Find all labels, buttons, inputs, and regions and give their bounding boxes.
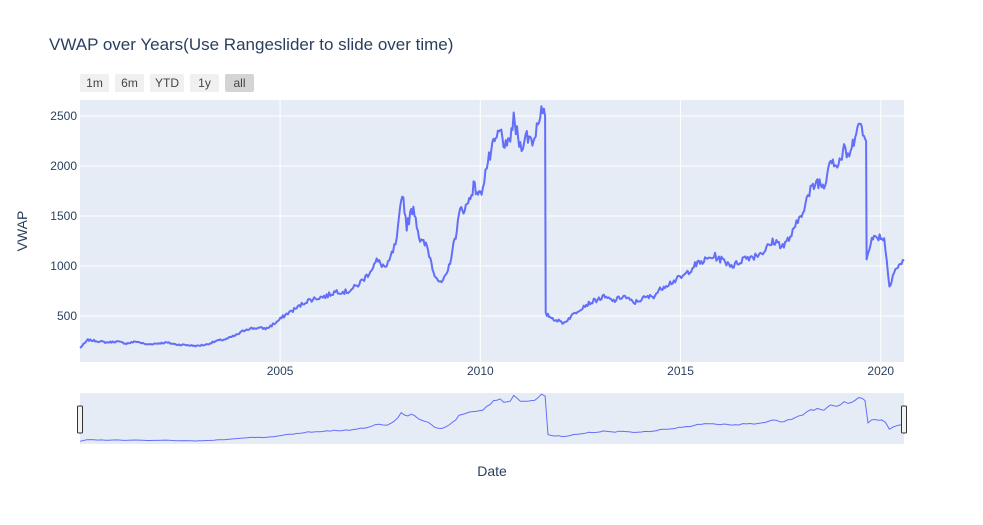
range-button-ytd[interactable]: YTD xyxy=(150,74,184,92)
range-button-label[interactable]: 1m xyxy=(86,76,103,90)
range-button-6m[interactable]: 6m xyxy=(115,74,144,92)
x-tick-label: 2005 xyxy=(267,364,294,378)
y-axis-ticks: 500 1000 1500 2000 2500 xyxy=(50,109,77,323)
y-tick-label: 2500 xyxy=(50,109,77,123)
range-button-bg[interactable] xyxy=(80,74,109,92)
range-button-label[interactable]: 1y xyxy=(198,76,211,90)
range-button-bg[interactable] xyxy=(150,74,184,92)
range-slider-right-handle[interactable] xyxy=(901,405,907,434)
range-slider-track[interactable] xyxy=(80,393,904,444)
vwap-series-line xyxy=(79,105,905,349)
range-button-1m[interactable]: 1m xyxy=(80,74,109,92)
y-tick-label: 500 xyxy=(57,309,77,323)
range-button-bg[interactable] xyxy=(190,74,219,92)
range-button-label[interactable]: YTD xyxy=(155,76,179,90)
y-tick-label: 2000 xyxy=(50,159,77,173)
grid-lines xyxy=(80,100,904,362)
range-button-1y[interactable]: 1y xyxy=(190,74,219,92)
y-tick-label: 1500 xyxy=(50,209,77,223)
range-button-label[interactable]: 6m xyxy=(121,76,138,90)
range-slider-left-handle[interactable] xyxy=(77,405,83,434)
plot-area xyxy=(80,100,904,362)
range-button-bg[interactable] xyxy=(225,74,254,92)
range-slider-series-line xyxy=(79,393,905,442)
x-tick-label: 2020 xyxy=(867,364,894,378)
chart-title: VWAP over Years(Use Rangeslider to slide… xyxy=(49,35,453,54)
range-selector: 1m 6m YTD 1y all xyxy=(80,74,254,92)
range-button-all[interactable]: all xyxy=(225,74,254,92)
range-button-label[interactable]: all xyxy=(233,76,245,90)
y-axis-title: VWAP xyxy=(14,211,30,252)
x-axis-ticks: 2005 2010 2015 2020 xyxy=(267,364,895,378)
x-tick-label: 2015 xyxy=(667,364,694,378)
range-button-bg[interactable] xyxy=(115,74,144,92)
x-tick-label: 2010 xyxy=(467,364,494,378)
y-tick-label: 1000 xyxy=(50,259,77,273)
x-axis-title: Date xyxy=(477,463,507,479)
range-slider[interactable] xyxy=(77,393,907,444)
